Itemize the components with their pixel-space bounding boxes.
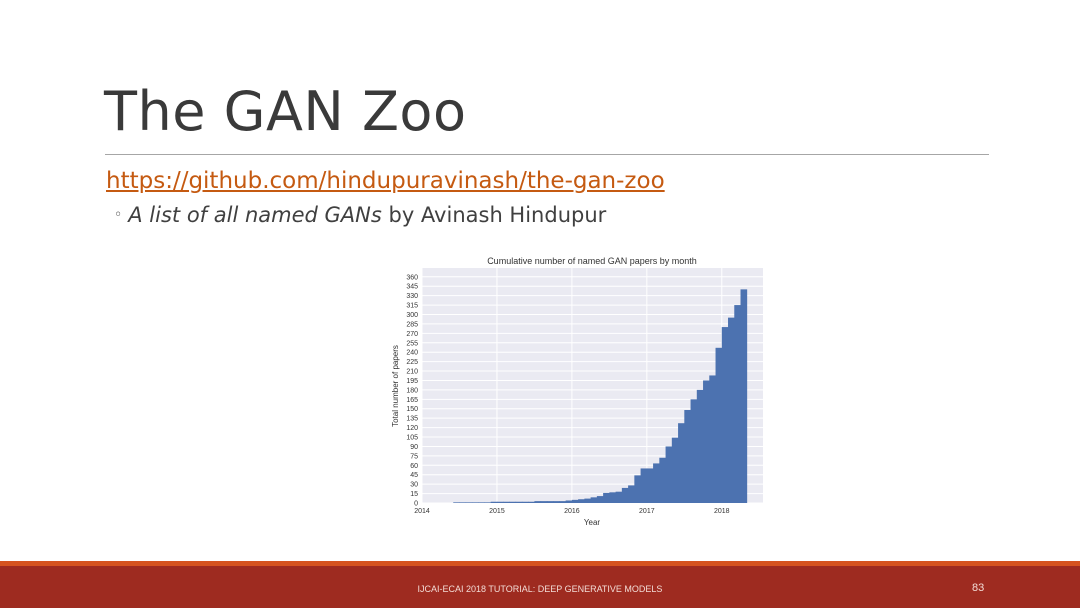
step-bar-2015-05 bbox=[521, 501, 529, 503]
step-bar-2015-02 bbox=[503, 501, 510, 503]
step-bar-2016-08 bbox=[615, 491, 623, 503]
footer-text: IJCAI-ECAI 2018 TUTORIAL: DEEP GENERATIV… bbox=[417, 584, 663, 594]
step-bar-2014-12 bbox=[490, 501, 498, 503]
step-bar-2016-01 bbox=[571, 499, 579, 503]
gan-zoo-link[interactable]: https://github.com/hindupuravinash/the-g… bbox=[106, 168, 665, 194]
step-bar-2015-11 bbox=[559, 501, 567, 503]
footer-bar: IJCAI-ECAI 2018 TUTORIAL: DEEP GENERATIV… bbox=[0, 566, 1080, 608]
y-tick-label: 45 bbox=[410, 472, 418, 479]
y-tick-label: 90 bbox=[410, 444, 418, 451]
y-tick-label: 225 bbox=[406, 359, 418, 366]
step-bar-2015-01 bbox=[496, 501, 504, 503]
step-bar-2015-06 bbox=[528, 501, 535, 503]
slide-title: The GAN Zoo bbox=[104, 80, 467, 143]
footer-stripe bbox=[0, 561, 1080, 566]
step-bar-2017-08 bbox=[690, 399, 698, 503]
step-bar-2017-01 bbox=[646, 468, 654, 503]
step-bar-2017-09 bbox=[696, 389, 704, 503]
y-tick-labels: 0 15 30 45 60 75 90 105 120 135 150 165 180 195 210 225… bbox=[406, 274, 418, 507]
step-bar-2016-03 bbox=[584, 498, 592, 503]
y-tick-label: 30 bbox=[410, 482, 418, 489]
step-bar-2017-10 bbox=[703, 380, 710, 503]
step-bar-2015-08 bbox=[540, 501, 548, 503]
y-tick-label: 210 bbox=[406, 369, 418, 376]
step-bar-2017-03 bbox=[659, 457, 666, 503]
x-tick-label: 2017 bbox=[639, 508, 655, 515]
step-bar-2016-11 bbox=[634, 475, 641, 503]
step-bar-2015-07 bbox=[534, 501, 542, 503]
y-tick-label: 0 bbox=[414, 501, 418, 508]
y-tick-label: 180 bbox=[406, 387, 418, 394]
y-tick-label: 165 bbox=[406, 397, 418, 404]
step-bar-2015-10 bbox=[553, 501, 560, 503]
step-bar-2016-10 bbox=[628, 485, 635, 503]
step-bar-2017-02 bbox=[653, 463, 660, 503]
chart-title: Cumulative number of named GAN papers by… bbox=[487, 256, 697, 266]
y-tick-label: 345 bbox=[406, 284, 418, 291]
step-bar-2018-03 bbox=[734, 305, 741, 503]
step-bar-2018-01 bbox=[721, 327, 729, 503]
step-bar-2016-04 bbox=[590, 497, 598, 503]
step-bar-2017-05 bbox=[671, 437, 679, 503]
y-tick-label: 150 bbox=[406, 406, 418, 413]
x-axis-label: Year bbox=[584, 518, 601, 527]
step-bar-2017-04 bbox=[665, 446, 673, 503]
step-bar-2016-07 bbox=[609, 492, 617, 503]
y-tick-label: 60 bbox=[410, 463, 418, 470]
y-tick-label: 360 bbox=[406, 274, 418, 281]
y-tick-label: 120 bbox=[406, 425, 418, 432]
y-tick-label: 105 bbox=[406, 435, 418, 442]
step-bar-2014-11 bbox=[484, 502, 492, 503]
step-bar-2016-05 bbox=[596, 496, 604, 503]
y-tick-label: 255 bbox=[406, 340, 418, 347]
title-divider bbox=[105, 154, 989, 155]
step-bar-2017-11 bbox=[709, 375, 716, 503]
step-bar-2018-04 bbox=[740, 289, 748, 503]
bullet-item: ◦ A list of all named GANs by Avinash Hin… bbox=[114, 203, 606, 227]
x-tick-label: 2018 bbox=[714, 508, 730, 515]
step-bar-2016-12 bbox=[640, 468, 648, 503]
step-area bbox=[453, 289, 748, 503]
step-bar-2015-03 bbox=[509, 501, 517, 503]
step-bar-2016-06 bbox=[603, 492, 610, 503]
step-bar-2017-06 bbox=[678, 423, 685, 503]
step-bar-2015-04 bbox=[515, 501, 523, 503]
y-tick-label: 240 bbox=[406, 350, 418, 357]
bullet-icon: ◦ bbox=[114, 207, 123, 223]
y-axis-label: Total number of papers bbox=[391, 345, 400, 427]
bullet-italic-text: A list of all named GANs bbox=[128, 203, 382, 227]
y-tick-label: 315 bbox=[406, 303, 418, 310]
y-tick-label: 75 bbox=[410, 453, 418, 460]
step-bar-2014-10 bbox=[478, 502, 485, 503]
step-bar-2014-08 bbox=[465, 502, 473, 503]
x-tick-label: 2016 bbox=[564, 508, 580, 515]
page-number: 83 bbox=[972, 582, 985, 594]
step-bar-2017-07 bbox=[684, 410, 691, 503]
step-bar-2014-07 bbox=[459, 502, 467, 503]
y-tick-label: 285 bbox=[406, 321, 418, 328]
step-bar-2014-09 bbox=[471, 502, 479, 503]
step-bar-2017-12 bbox=[715, 347, 723, 503]
step-bar-2016-09 bbox=[621, 487, 629, 503]
step-bar-2018-02 bbox=[728, 317, 735, 503]
x-tick-label: 2015 bbox=[489, 508, 505, 515]
y-tick-label: 195 bbox=[406, 378, 418, 385]
y-tick-label: 15 bbox=[410, 491, 418, 498]
step-bar-2014-06 bbox=[453, 502, 460, 503]
step-bar-2016-02 bbox=[578, 499, 585, 503]
step-bar-2015-09 bbox=[546, 501, 554, 503]
step-bar-2015-12 bbox=[565, 500, 573, 503]
y-tick-label: 300 bbox=[406, 312, 418, 319]
y-tick-label: 330 bbox=[406, 293, 418, 300]
x-tick-label: 2014 bbox=[414, 508, 430, 515]
y-tick-label: 270 bbox=[406, 331, 418, 338]
y-tick-label: 135 bbox=[406, 416, 418, 423]
x-tick-labels: 2014 2015 2016 2017 2018 bbox=[414, 508, 729, 515]
bullet-text: by Avinash Hindupur bbox=[381, 203, 607, 227]
